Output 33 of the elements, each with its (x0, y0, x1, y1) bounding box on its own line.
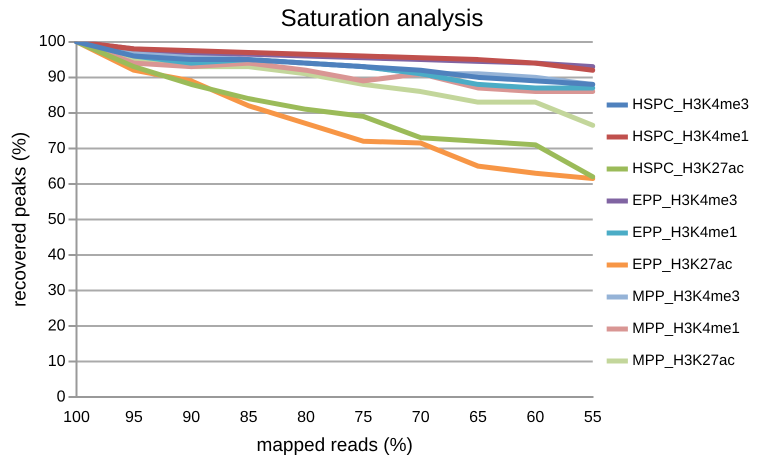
legend-label: EPP_H3K4me1 (632, 224, 738, 242)
x-tick-label: 65 (469, 409, 488, 426)
x-tick-label: 100 (63, 409, 90, 426)
y-tick-label: 0 (56, 388, 66, 406)
y-axis-title: recovered peaks (%) (10, 132, 31, 308)
y-tick-label: 30 (48, 282, 66, 299)
legend-label: HSPC_H3K27ac (632, 160, 745, 178)
x-tick-label: 70 (412, 409, 430, 426)
y-tick-label: 10 (48, 352, 66, 370)
legend-label: EPP_H3K27ac (632, 256, 733, 274)
x-tick-label: 75 (354, 409, 372, 426)
x-tick-label: 95 (124, 409, 143, 426)
legend-label: EPP_H3K4me3 (632, 192, 738, 210)
legend-label: MPP_H3K27ac (632, 352, 736, 370)
y-tick-label: 100 (38, 33, 66, 50)
x-tick-label: 90 (182, 409, 200, 426)
y-tick-label: 40 (48, 246, 66, 264)
y-tick-label: 50 (48, 210, 66, 228)
y-tick-label: 80 (48, 104, 66, 122)
y-tick-label: 60 (48, 175, 66, 192)
y-tick-label: 20 (48, 317, 66, 334)
legend-label: MPP_H3K4me3 (632, 288, 740, 306)
y-tick-label: 70 (48, 140, 66, 157)
chart-title: Saturation analysis (280, 5, 484, 32)
legend-label: HSPC_H3K4me3 (632, 96, 749, 114)
x-tick-label: 60 (526, 409, 544, 426)
x-tick-label: 85 (240, 409, 258, 426)
x-axis-title: mapped reads (%) (256, 434, 413, 456)
x-tick-label: 55 (584, 409, 602, 426)
y-tick-label: 90 (48, 68, 66, 86)
legend-label: HSPC_H3K4me1 (632, 128, 749, 146)
legend-label: MPP_H3K4me1 (632, 320, 740, 338)
x-tick-label: 80 (297, 409, 315, 426)
